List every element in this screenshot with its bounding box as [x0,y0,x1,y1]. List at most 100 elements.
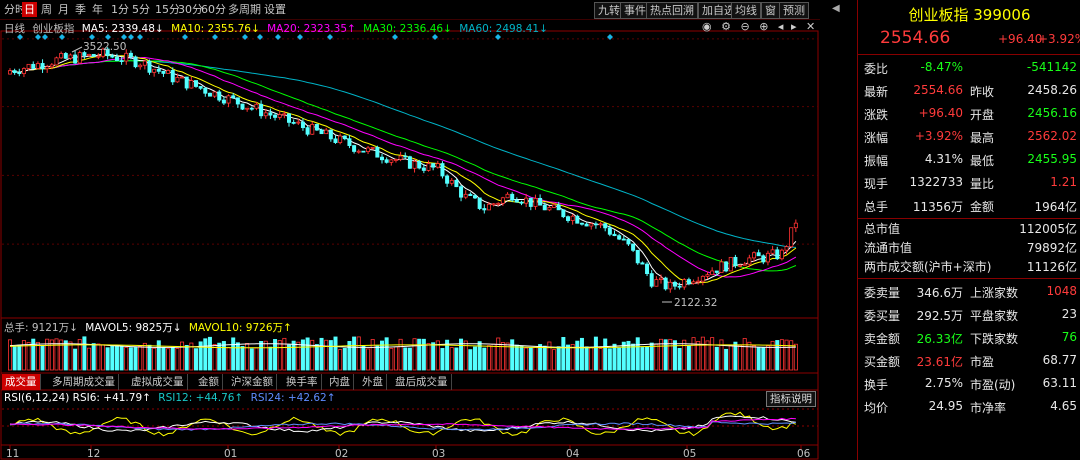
quote-field: 委卖量 [864,286,901,300]
indicator-tab[interactable]: 换手率 [283,374,322,390]
high-annotation: 3522.50 [83,41,126,53]
volume-bar [105,347,110,371]
volume-bar [96,343,101,371]
tool-button[interactable]: 预测 [779,2,809,19]
candle-body [491,203,496,206]
candle-body [180,76,185,79]
volume-bar [119,346,124,371]
candle-body [700,275,705,282]
period-tab[interactable]: 季 [75,3,86,16]
indicator-tab[interactable]: 沪深金额 [228,374,277,390]
candle-body [375,146,380,158]
period-tab[interactable]: 1分 [111,3,129,16]
volume-bar [17,344,22,371]
indicator-help-button[interactable]: 指标说明 [766,391,816,407]
volume-bar [542,345,547,371]
candle-body [668,281,673,290]
period-tab[interactable]: 周 [41,3,52,16]
arrow-left-icon[interactable]: ◂ [777,20,784,33]
candle-body [742,263,747,266]
volume-bar [314,344,319,371]
period-tab[interactable]: 设置 [264,3,286,16]
zoom-out-icon[interactable]: ⊖ [740,20,750,33]
ma10-line [9,54,797,284]
quote-field: 2.75% [924,376,963,390]
indicator-tab[interactable]: 成交量 [2,374,41,390]
period-tab[interactable]: 60分 [201,3,226,16]
candle-body [789,227,794,248]
indicator-tab[interactable]: 内盘 [326,374,354,390]
candle-body [324,129,329,135]
candle-body [147,60,152,73]
volume-bar [203,338,208,371]
panel-pct: +3.92% [1038,32,1080,46]
tool-button[interactable]: 窗 [761,2,780,19]
volume-bar [752,345,757,371]
arrow-right-icon[interactable]: ▸ [790,20,797,33]
eye-icon[interactable]: ◉ [702,20,712,33]
candle-body [384,159,389,163]
close-icon[interactable]: ✕ [805,20,816,33]
zoom-in-icon[interactable]: ⊕ [759,20,769,33]
candle-body [761,255,766,263]
indicator-tab[interactable]: 外盘 [359,374,387,390]
candle-body [714,270,719,273]
kline-chart[interactable]: 36003215282524353522.502122.321948974X10… [0,19,820,460]
candle-body [561,209,566,218]
volume-bar [510,339,515,371]
candle-body [542,204,547,211]
period-tab[interactable]: 月 [58,3,69,16]
volume-bar [273,339,278,371]
ma5-label: MA5: 2339.48↓ [81,23,164,35]
volume-bar [496,337,501,371]
candle-body [691,281,696,284]
period-tab[interactable]: 5分 [132,3,150,16]
tool-button[interactable]: 事件 [620,2,650,19]
period-tab[interactable]: 多周期 [228,3,261,16]
rsi12-label: RSI12: +44.76↑ [158,392,244,404]
candle-body [347,138,352,146]
volume-bar [59,339,64,371]
candle-body [677,285,682,288]
ma5-line [9,53,797,286]
quote-row: 现手 1322733 量比 1.21 [858,171,1080,194]
period-tab[interactable]: 30分 [178,3,203,16]
quote-field: 两市成交额(沪市+深市) [864,260,992,274]
candle-body [645,263,650,275]
volume-bar [724,348,729,371]
volume-bar [649,342,654,371]
volume-bar [589,347,594,371]
quote-field: 112005亿 [1019,222,1077,236]
candle-body [770,249,775,254]
volume-bar [435,340,440,371]
volume-bar [421,338,426,371]
volume-bar [249,348,254,371]
collapse-icon[interactable]: ◀ [832,3,840,14]
settings-icon[interactable]: ⚙ [721,20,731,33]
quote-row: 买金额 23.61亿 市盈 68.77 [858,349,1080,372]
volume-bar [719,339,724,371]
indicator-tab[interactable]: 盘后成交量 [392,374,452,390]
candle-body [728,256,733,272]
volume-bar [514,344,519,371]
tool-button[interactable]: 九转 [594,2,624,19]
quote-field: 11356万 [912,200,963,214]
indicator-tab[interactable]: 虚拟成交量 [128,374,188,390]
volume-bar [519,345,524,371]
candle-body [672,281,677,287]
candle-body [356,150,361,153]
tool-button[interactable]: 热点回溯 [646,2,698,19]
indicator-tab[interactable]: 金额 [195,374,223,390]
candle-body [398,155,403,160]
period-tab[interactable]: 日 [22,2,37,17]
period-tab[interactable]: 15分 [155,3,180,16]
volume-bar [747,341,752,371]
indicator-tab[interactable]: 多周期成交量 [49,374,119,390]
volume-bar [87,347,92,371]
volume-bar [770,340,775,371]
ma30-label: MA30: 2336.46↓ [363,23,452,35]
tool-button[interactable]: 均线 [731,2,761,19]
candle-body [259,103,264,117]
period-tab[interactable]: 年 [92,3,103,16]
period-tab[interactable]: 分时 [4,3,26,16]
